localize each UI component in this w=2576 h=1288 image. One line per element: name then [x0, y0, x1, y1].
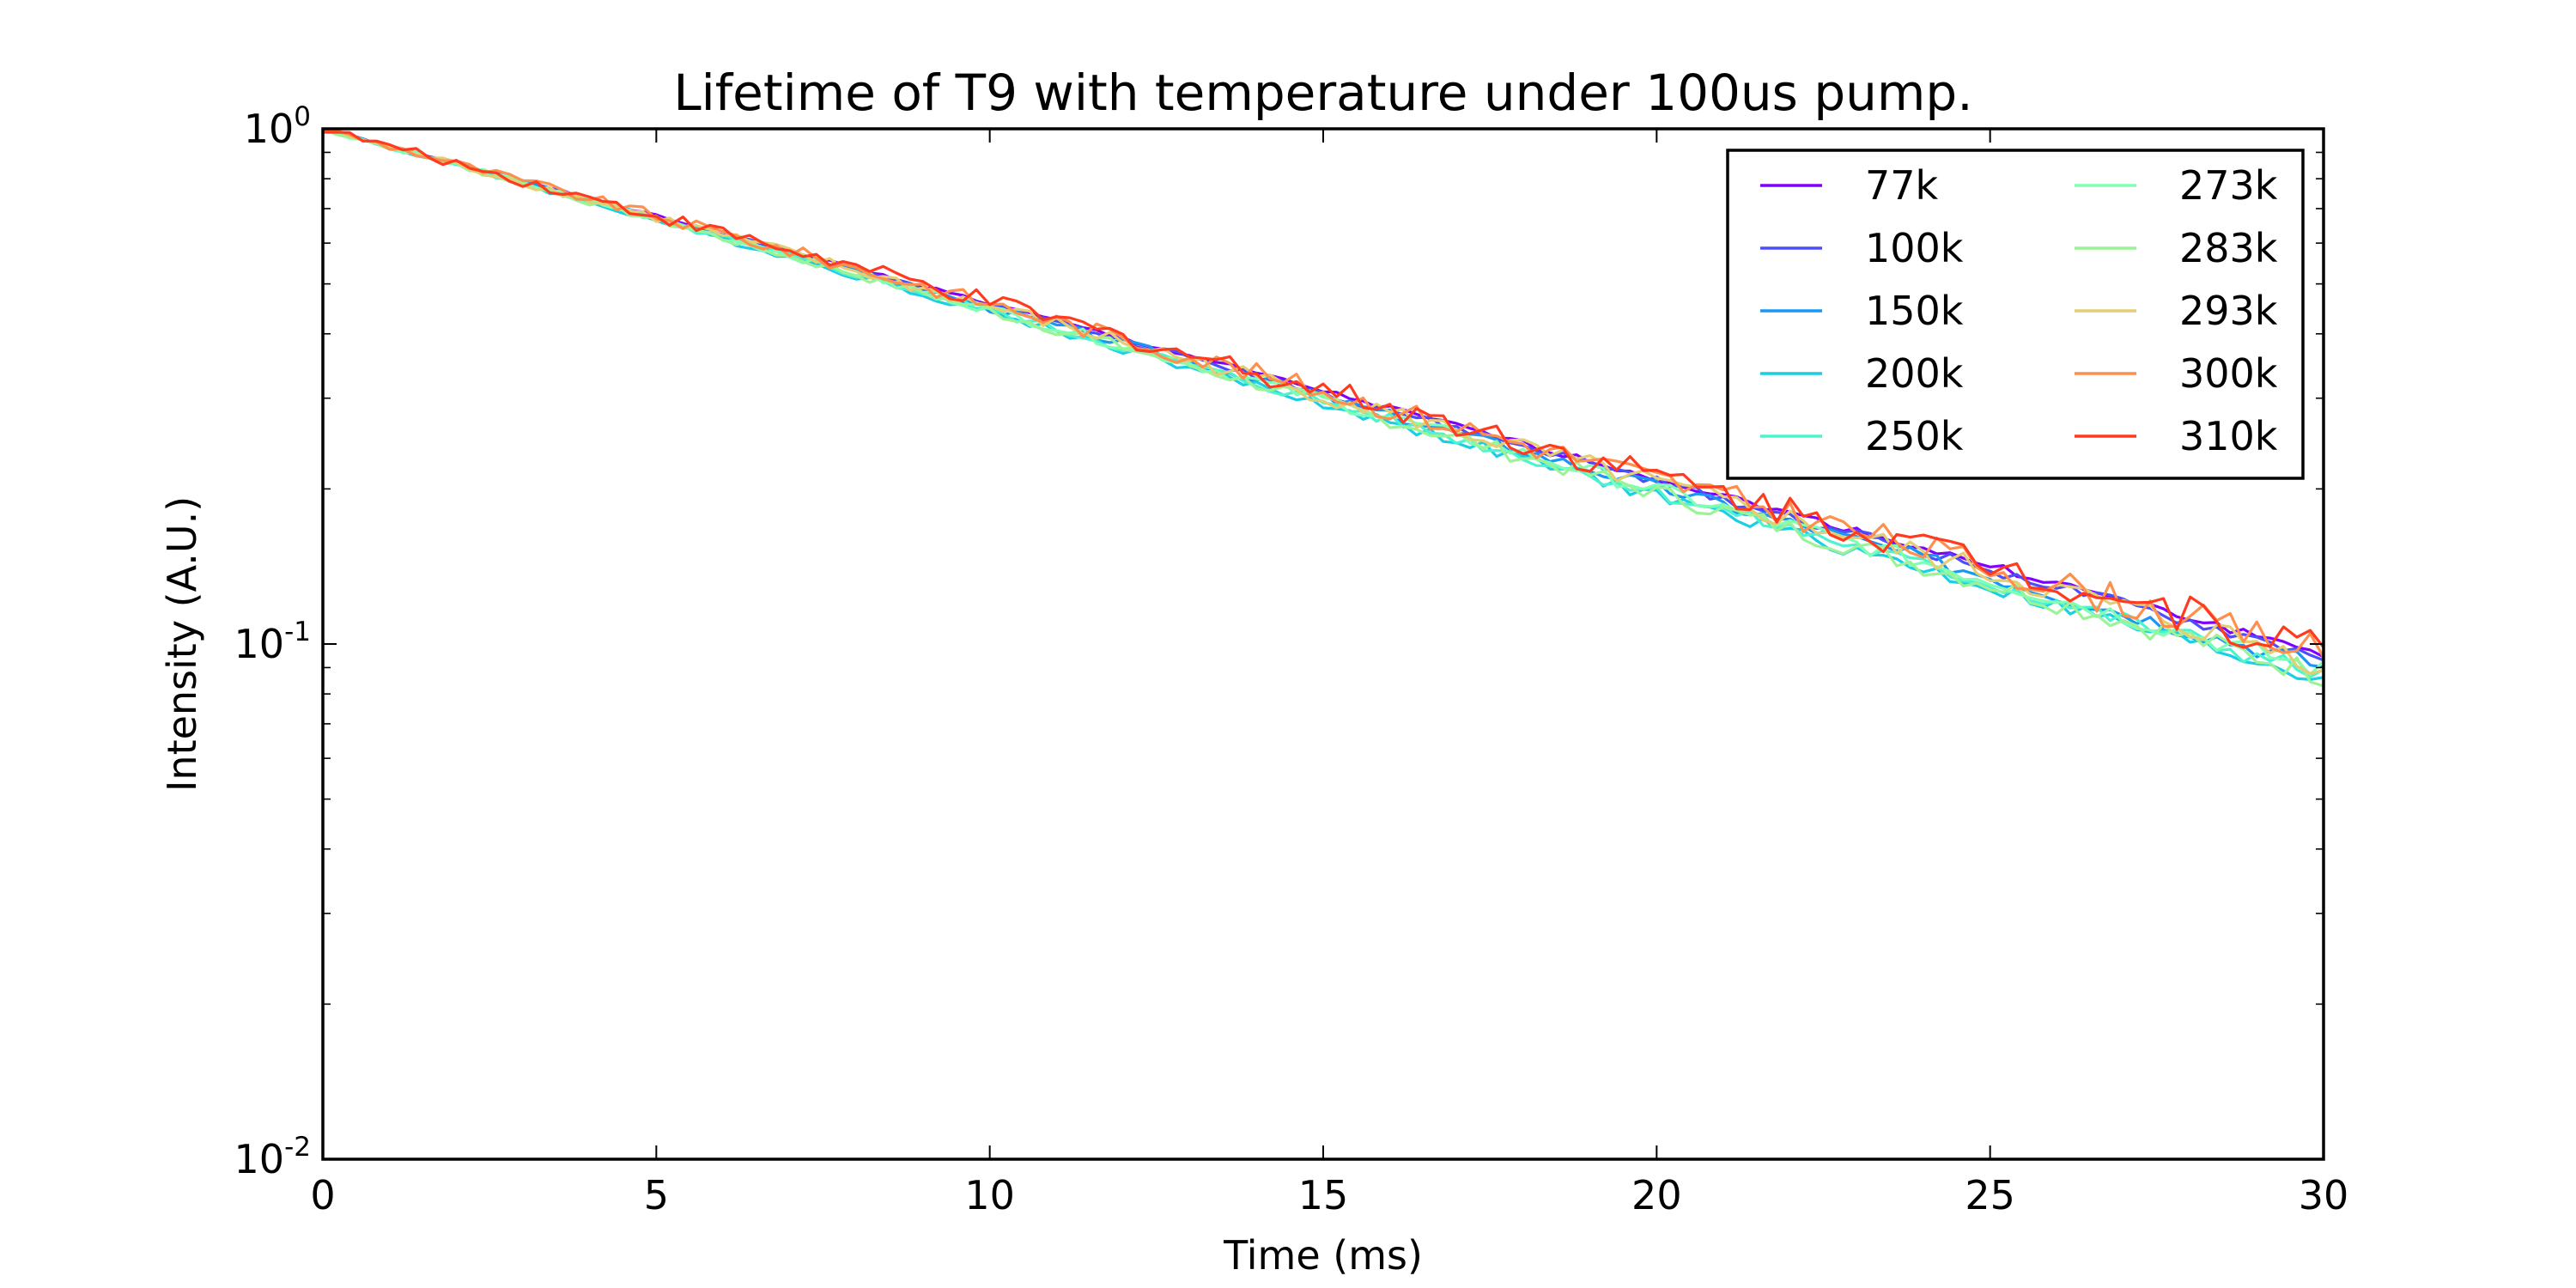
legend-items: 77k 100k 150k 200k 250k 273k 283k 293k 300k 310k — [1760, 162, 2278, 459]
x-axis-label: Time (ms) — [1223, 1232, 1423, 1279]
legend-label-150k: 150k — [1865, 288, 1964, 334]
legend-label-250k: 250k — [1865, 413, 1964, 459]
x-tick-label: 0 — [310, 1172, 335, 1218]
legend-label-283k: 283k — [2179, 225, 2278, 271]
plot-lines — [322, 127, 2325, 688]
x-tick-label: 10 — [964, 1172, 1015, 1218]
x-tick-labels: 0 5 10 15 20 25 30 — [310, 1172, 2348, 1218]
legend: 77k 100k 150k 200k 250k 273k 283k 293k 300k 310k — [1726, 149, 2305, 480]
series-line-293k — [322, 128, 2324, 676]
x-tick-label: 20 — [1631, 1172, 1682, 1218]
legend-label-293k: 293k — [2179, 288, 2278, 334]
chart-title: Lifetime of T9 with temperature under 10… — [673, 64, 1972, 122]
y-tick-label: 10-1 — [234, 617, 311, 667]
series-line-310k — [323, 131, 2325, 649]
axis-ticks — [322, 128, 2324, 1160]
y-axis-label: Intensity (A.U.) — [159, 496, 205, 792]
y-tick-labels: 10-2 10-1 100 — [234, 101, 311, 1182]
legend-label-100k: 100k — [1865, 225, 1964, 271]
legend-label-310k: 310k — [2179, 413, 2278, 459]
x-tick-label: 15 — [1298, 1172, 1349, 1218]
series-line-300k — [322, 129, 2325, 659]
y-tick-label: 10-2 — [234, 1132, 311, 1182]
legend-label-273k: 273k — [2179, 162, 2278, 209]
x-tick-label: 25 — [1965, 1172, 2015, 1218]
legend-box — [1726, 149, 2305, 480]
legend-label-200k: 200k — [1865, 350, 1964, 397]
x-tick-label: 5 — [644, 1172, 669, 1218]
legend-label-300k: 300k — [2179, 350, 2278, 397]
y-tick-label: 100 — [244, 101, 311, 152]
x-tick-label: 30 — [2299, 1172, 2349, 1218]
legend-label-77k: 77k — [1865, 162, 1939, 209]
